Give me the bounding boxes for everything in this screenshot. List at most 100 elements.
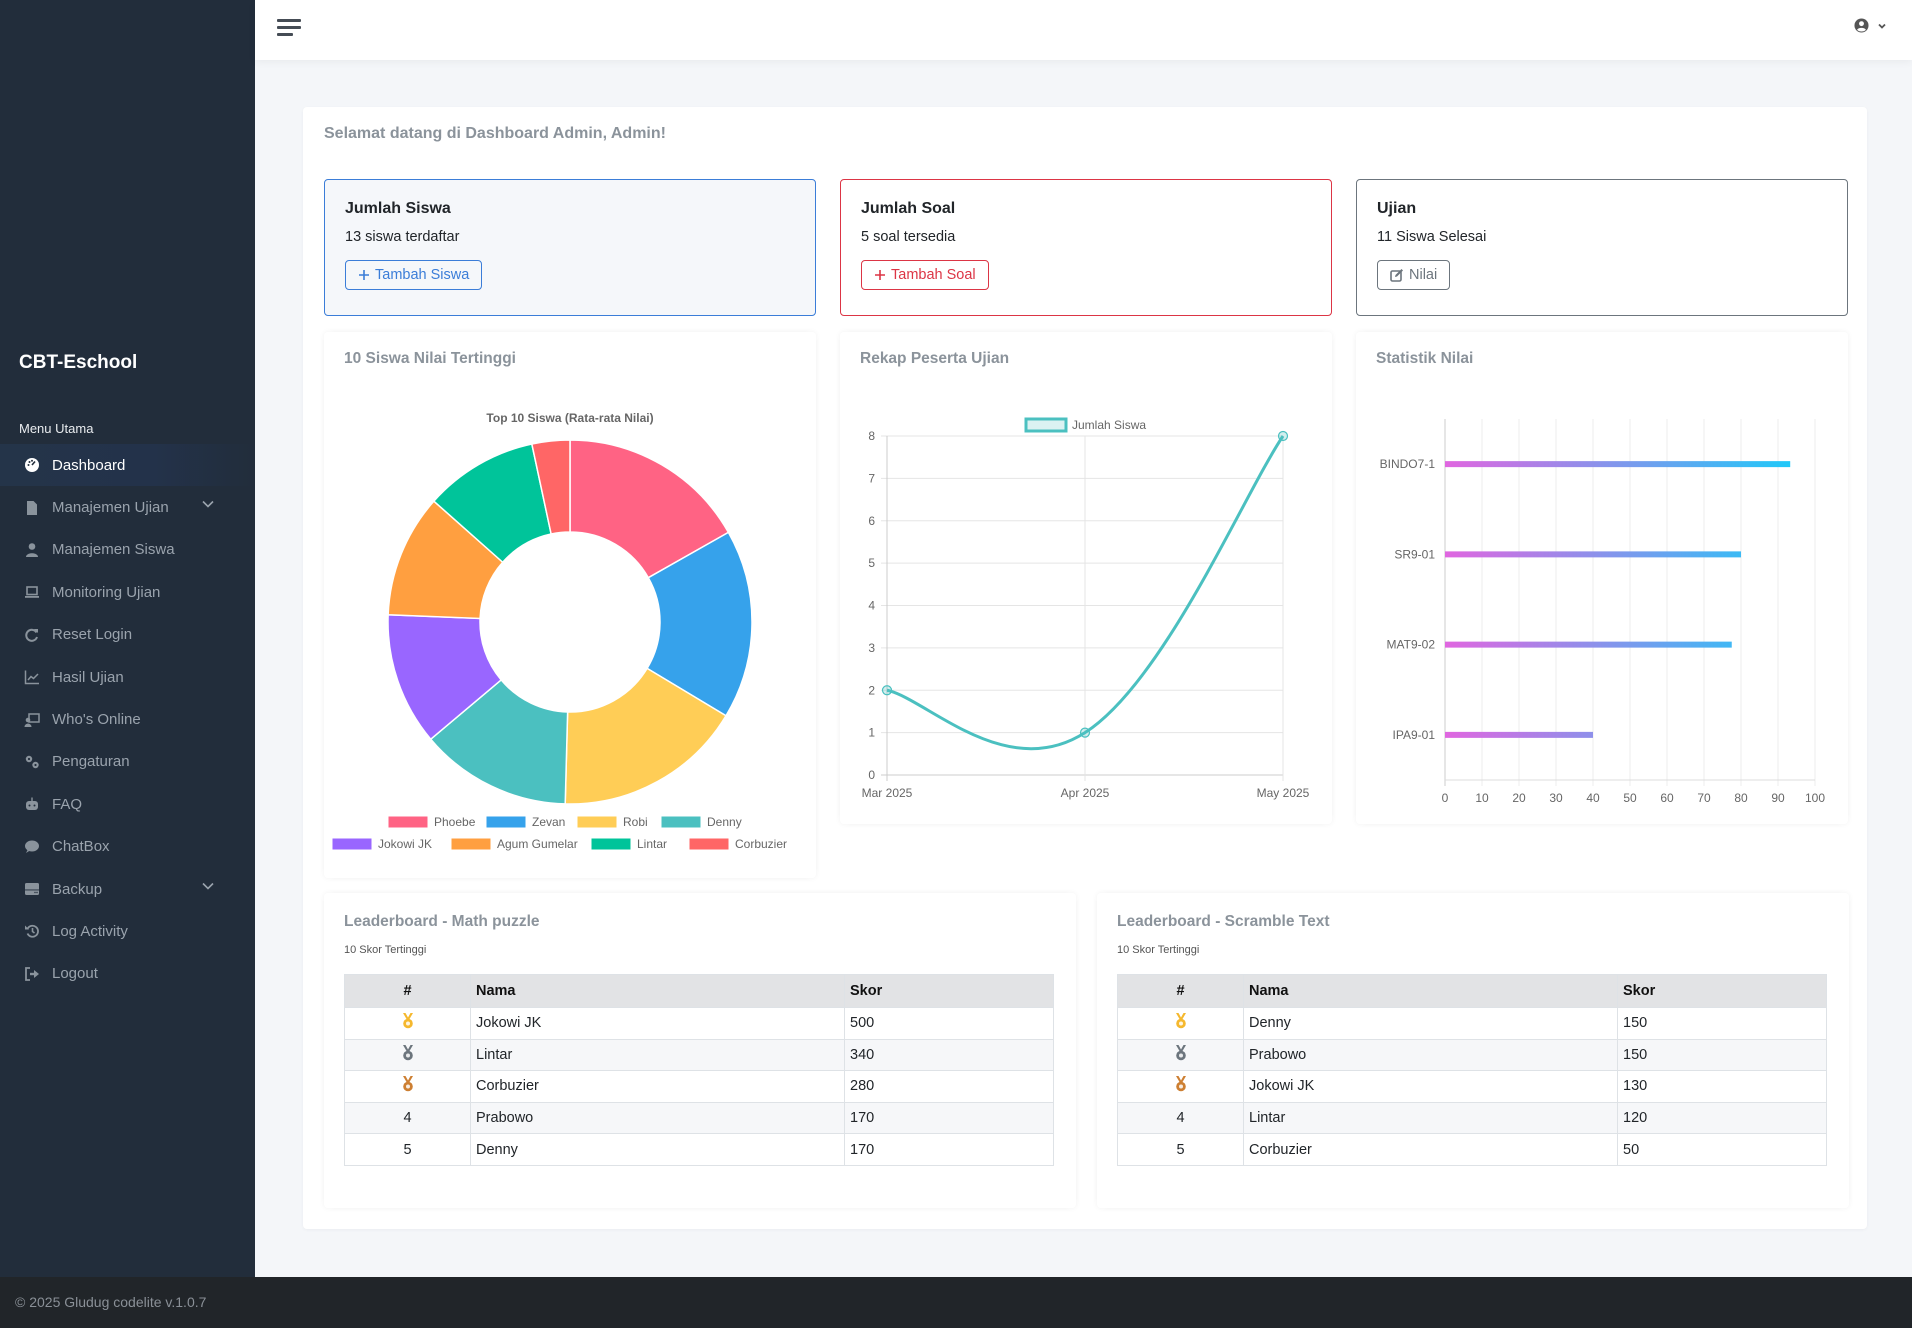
legend-swatch (387, 815, 429, 829)
sidebar-item-faq[interactable]: FAQ (0, 783, 255, 825)
x-tick-label: May 2025 (1257, 786, 1310, 800)
sidebar-item-label: ChatBox (52, 838, 110, 856)
sidebar-item-manajemen-siswa[interactable]: Manajemen Siswa (0, 529, 255, 571)
name-cell: Denny (1243, 1007, 1618, 1040)
legend-label: Agum Gumelar (497, 837, 578, 851)
top-students-card: 10 Siswa Nilai Tertinggi Top 10 Siswa (R… (324, 332, 816, 878)
add-question-button[interactable]: Tambah Soal (861, 260, 989, 290)
card-title: Rekap Peserta Ujian (860, 350, 1010, 367)
grades-button[interactable]: Nilai (1377, 260, 1451, 290)
footer: © 2025 Gludug codelite v.1.0.7 (0, 1277, 1912, 1328)
stat-text: 11 Siswa Selesai (1377, 229, 1487, 245)
y-tick-label: 0 (868, 768, 875, 782)
add-student-button[interactable]: Tambah Siswa (345, 260, 483, 290)
medal-gold-icon (1117, 1007, 1244, 1040)
stat-card-questions: Jumlah Soal 5 soal tersedia Tambah Soal (840, 179, 1332, 316)
medal-bronze-icon (1117, 1070, 1244, 1103)
score-cell: 150 (1617, 1007, 1827, 1040)
x-tick-label: Apr 2025 (1061, 786, 1110, 800)
redo-icon (22, 627, 42, 643)
user-dropdown[interactable] (1854, 18, 1887, 33)
bar-ipa9-01 (1445, 731, 1593, 738)
rank-cell: 5 (344, 1133, 471, 1166)
x-tick-label: 10 (1475, 791, 1489, 805)
card-title: Statistik Nilai (1376, 350, 1474, 367)
y-tick-label: MAT9-02 (1387, 638, 1436, 652)
name-cell: Lintar (1243, 1101, 1618, 1135)
sidebar-item-label: Monitoring Ujian (52, 583, 161, 601)
name-cell: Jokowi JK (1243, 1070, 1618, 1103)
sidebar-item-pengaturan[interactable]: Pengaturan (0, 741, 255, 783)
menu-section-title: Menu Utama (19, 421, 94, 436)
table-row: Corbuzier 280 (344, 1070, 1054, 1103)
y-tick-label: 1 (868, 726, 875, 740)
sidebar-item-chatbox[interactable]: ChatBox (0, 826, 255, 868)
bar-mat9-02 (1445, 641, 1732, 648)
rank-cell: 4 (344, 1101, 471, 1135)
table-row: Jokowi JK 130 (1117, 1070, 1827, 1103)
stat-card-students: Jumlah Siswa 13 siswa terdaftar Tambah S… (324, 179, 816, 316)
tachometer-icon (22, 457, 42, 473)
y-tick-label: 3 (868, 641, 875, 655)
leaderboard-math-puzzle: Leaderboard - Math puzzle 10 Skor Tertin… (324, 893, 1076, 1208)
leaderboard-table: # Nama Skor Jokowi JK 500 Lintar 340 Corbuzier 2… (344, 974, 1054, 1166)
x-tick-label: 80 (1734, 791, 1748, 805)
sidebar: CBT-Eschool Menu Utama Dashboard Manajeme… (0, 0, 255, 1277)
plus-icon (875, 270, 885, 280)
sidebar-item-reset-login[interactable]: Reset Login (0, 614, 255, 656)
y-tick-label: SR9-01 (1394, 547, 1435, 561)
legend-label: Phoebe (434, 815, 476, 829)
sidebar-item-hasil-ujian[interactable]: Hasil Ujian (0, 656, 255, 698)
y-tick-label: 7 (868, 471, 875, 485)
sidebar-item-monitoring-ujian[interactable]: Monitoring Ujian (0, 571, 255, 613)
comment-icon (22, 839, 42, 855)
rank-cell: 4 (1117, 1101, 1244, 1135)
medal-silver-icon (1117, 1038, 1244, 1072)
table-row: 4 Prabowo 170 (344, 1101, 1054, 1135)
doughnut-slice-phoebe (569, 439, 730, 579)
column-header: Nama (1243, 974, 1618, 1008)
leaderboard-title: Leaderboard - Math puzzle (344, 913, 540, 930)
medal-bronze-icon (344, 1070, 471, 1103)
sidebar-item-label: Dashboard (52, 456, 126, 474)
brand-logo[interactable]: CBT-Eschool (19, 352, 138, 373)
line-chart: Jumlah Siswa 0 1 2 3 4 5 6 7 8 Mar 2025 Apr 2025 May… (862, 417, 1310, 800)
legend-swatch (331, 837, 373, 851)
sidebar-item-log-activity[interactable]: Log Activity (0, 910, 255, 952)
sidebar-item-logout[interactable]: Logout (0, 953, 255, 995)
chevron-down-icon (1878, 23, 1886, 29)
sidebar-item-backup[interactable]: Backup (0, 868, 255, 910)
x-tick-label: 20 (1512, 791, 1526, 805)
y-tick-label: 2 (868, 683, 875, 697)
score-cell: 280 (844, 1070, 1054, 1103)
data-point (1079, 727, 1091, 738)
sidebar-item-label: Log Activity (52, 922, 128, 940)
plus-icon (359, 270, 369, 280)
leaderboard-scramble-text: Leaderboard - Scramble Text 10 Skor Tert… (1097, 893, 1849, 1208)
sidebar-item-manajemen-ujian[interactable]: Manajemen Ujian (0, 486, 255, 528)
x-tick-label: 90 (1771, 791, 1785, 805)
sidebar-item-label: Backup (52, 880, 103, 898)
button-label: Tambah Soal (891, 267, 976, 283)
column-header: # (1117, 974, 1244, 1008)
doughnut-slice-zevan (646, 531, 753, 717)
dashboard-panel: Selamat datang di Dashboard Admin, Admin… (303, 107, 1867, 1229)
name-cell: Denny (470, 1133, 845, 1166)
chevron-down-icon[interactable] (201, 497, 215, 514)
table-header-row: # Nama Skor (344, 974, 1054, 1008)
y-tick-label: 6 (868, 514, 875, 528)
x-tick-label: 60 (1660, 791, 1674, 805)
sidebar-item-dashboard[interactable]: Dashboard (0, 444, 255, 487)
name-cell: Corbuzier (470, 1070, 845, 1103)
hamburger-icon[interactable] (277, 19, 301, 37)
sign-out-icon (22, 966, 42, 982)
sidebar-item-label: Hasil Ujian (52, 668, 124, 686)
legend-swatch (688, 837, 730, 851)
table-row: Denny 150 (1117, 1007, 1827, 1040)
sidebar-item-who-s-online[interactable]: Who's Online (0, 698, 255, 740)
column-header: Nama (470, 974, 845, 1008)
legend-swatch (450, 837, 492, 851)
sidebar-menu: Dashboard Manajemen Ujian Manajemen Siswa M… (0, 444, 255, 995)
gears-icon (22, 754, 42, 770)
chevron-down-icon[interactable] (201, 879, 215, 896)
